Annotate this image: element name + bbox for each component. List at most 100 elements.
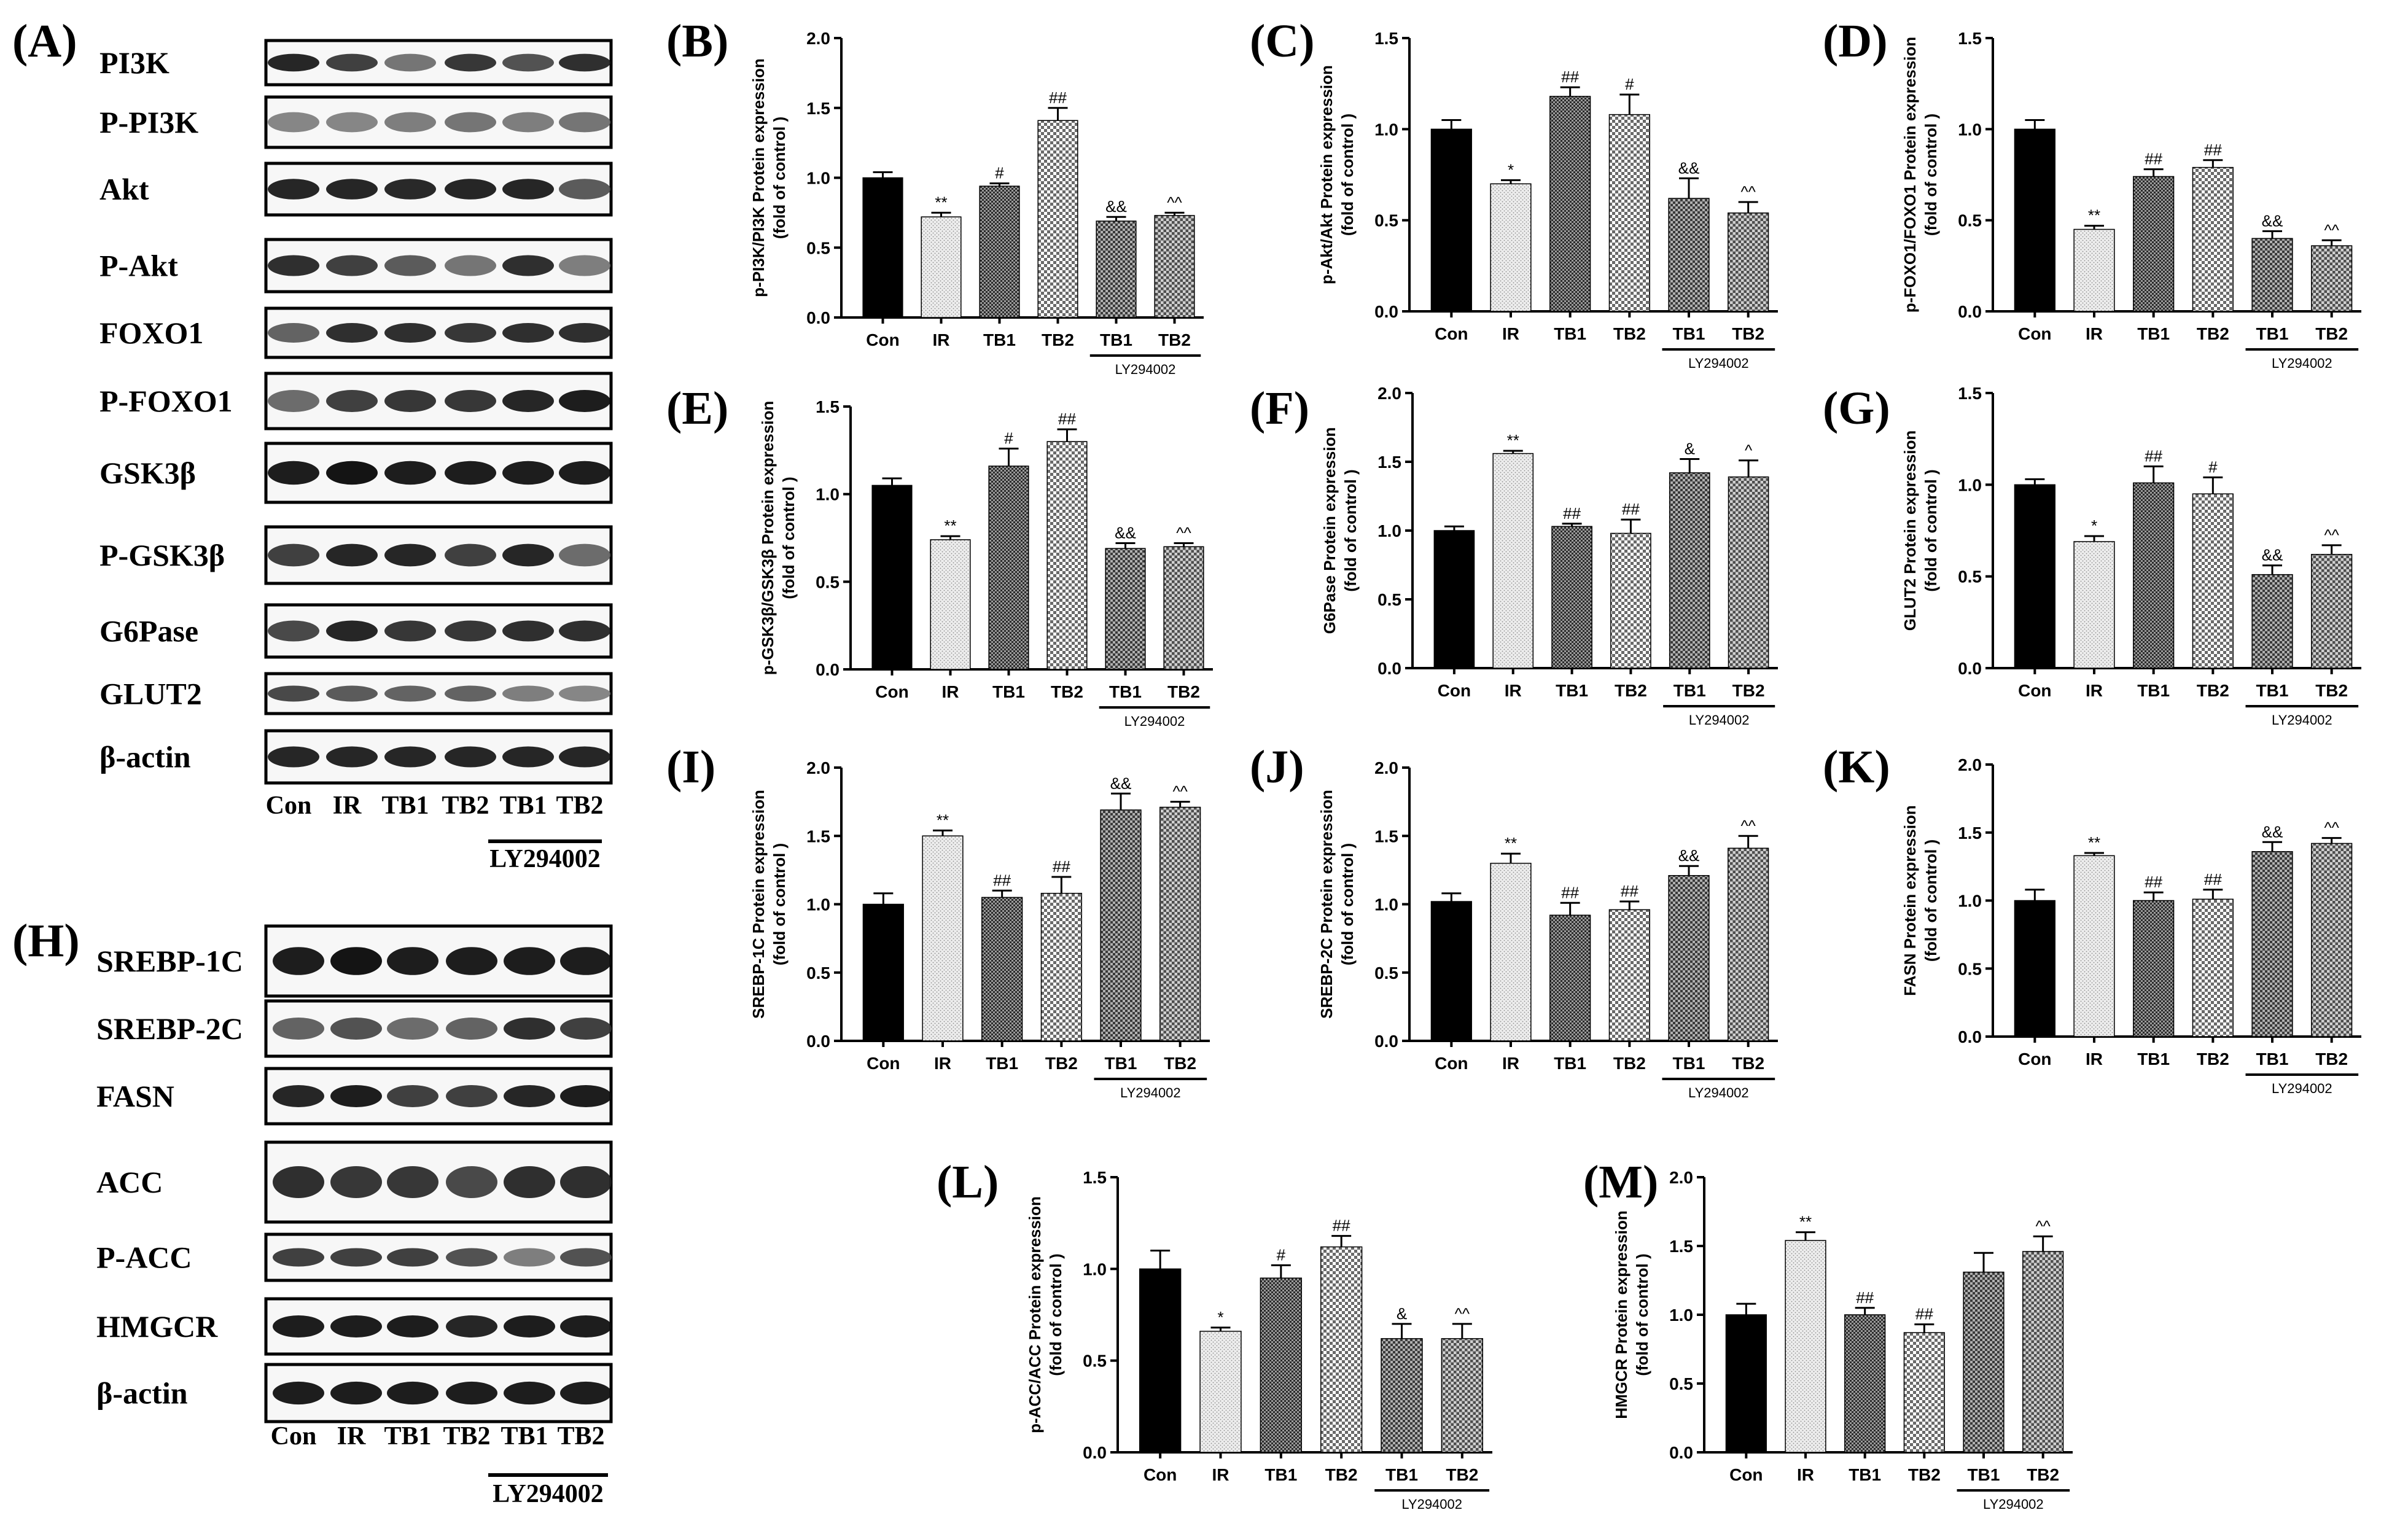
blot-band [384,685,436,702]
significance-mark: * [1217,1308,1223,1326]
blot-band [326,543,378,567]
significance-mark: ^^ [1455,1304,1470,1323]
x-tick-label: IR [933,330,950,349]
blot-band [504,1085,555,1107]
inhibitor-label: LY294002 [1124,714,1185,729]
lane-label: TB2 [557,1422,604,1450]
x-tick-label: TB1 [2256,324,2289,343]
bar [1037,120,1078,318]
bar [2022,1251,2064,1453]
bar [1608,114,1650,312]
chart-panel-g: (G) 0.0 0.5 1.0 1.5 GLUT2 Protein expression(… [1823,383,2361,728]
y-tick-label: 0.0 [1958,302,1982,321]
x-tick-label: TB2 [2315,681,2348,700]
y-tick-label: 1.0 [806,895,830,914]
y-tick-label: 2.0 [1374,758,1398,777]
blot-band [559,323,610,343]
bar [2073,541,2115,669]
blot-band [384,179,436,200]
lane-label: TB1 [384,1422,431,1450]
significance-mark: * [2091,516,2097,535]
blot-band [384,543,436,567]
blot-row-label: P-ACC [96,1240,192,1275]
bar [981,897,1023,1041]
blot-band [330,1248,382,1267]
bar [1549,96,1591,312]
inhibitor-label: LY294002 [1401,1497,1462,1512]
blot-band [384,255,436,276]
x-tick-label: IR [2086,1049,2103,1069]
panel-label: (L) [937,1156,999,1208]
bar [1430,901,1472,1041]
x-tick-label: TB1 [986,1054,1018,1073]
blot-band [330,947,382,975]
y-tick-label: 2.0 [806,29,830,48]
significance-mark: ## [2145,446,2162,465]
bar [1490,183,1532,312]
bar [1549,914,1591,1041]
blot-band [273,1381,324,1405]
blot-band [445,685,496,702]
blot-band [445,543,496,567]
bar [1785,1240,1826,1453]
y-tick-label: 1.5 [816,397,840,416]
lane-label: IR [333,792,362,820]
panel-label: (J) [1250,741,1304,793]
x-tick-label: TB1 [2256,1049,2289,1069]
significance-mark: ## [1563,504,1581,523]
x-tick-label: TB1 [1849,1465,1881,1484]
blot-band [268,323,319,343]
x-tick-label: TB2 [1158,330,1191,349]
significance-mark: ## [2145,873,2162,891]
bar [1668,198,1710,312]
significance-mark: ^^ [2324,526,2339,544]
y-axis-title: p-Akt/Akt Protein expression [1317,65,1336,284]
significance-mark: ## [1915,1305,1933,1323]
x-tick-label: Con [1144,1465,1177,1484]
x-tick-label: TB2 [2197,324,2229,343]
significance-mark: ## [1561,68,1579,86]
significance-mark: & [1397,1304,1407,1323]
blot-band [504,1166,555,1198]
significance-mark: # [1625,75,1634,93]
blot-band [445,255,496,276]
x-tick-label: TB1 [1554,1054,1586,1073]
significance-mark: ** [1507,431,1519,450]
blot-band [446,1166,497,1198]
bar [1320,1246,1363,1453]
significance-mark: ** [935,193,947,211]
bar [1163,546,1204,670]
y-tick-label: 0.0 [1083,1443,1107,1462]
x-tick-label: Con [1435,324,1468,343]
bar [1551,526,1592,669]
x-tick-label: TB2 [2315,1049,2348,1069]
significance-mark: ## [1053,857,1070,876]
y-axis-subtitle: (fold of control ) [1046,1253,1065,1376]
x-tick-label: TB1 [1673,1054,1705,1073]
panel-label: (G) [1823,383,1890,434]
blot-row-label: P-FOXO1 [99,384,233,418]
bar [2073,855,2115,1037]
x-tick-label: TB1 [1385,1465,1418,1484]
significance-mark: ** [944,516,956,535]
blot-band [387,1085,438,1107]
bar [1260,1277,1303,1453]
significance-mark: # [1277,1245,1286,1264]
blot-band [387,1315,438,1337]
lane-label: Con [271,1422,317,1450]
significance-mark: ^^ [2324,220,2339,239]
blot-band [560,1166,612,1198]
y-axis-subtitle: (fold of control ) [1922,469,1940,591]
bar [1490,863,1532,1041]
y-tick-label: 0.5 [1958,567,1982,586]
blot-row-label: P-GSK3β [99,538,225,572]
blot-band [273,1085,324,1107]
x-tick-label: TB1 [983,330,1016,349]
lane-label: TB1 [501,1422,548,1450]
significance-mark: ** [1505,834,1517,852]
y-tick-label: 0.5 [1958,211,1982,230]
y-tick-label: 0.0 [1958,1027,1982,1046]
bar [930,539,971,670]
inhibitor-label: LY294002 [1689,712,1750,728]
blot-band [326,461,378,485]
